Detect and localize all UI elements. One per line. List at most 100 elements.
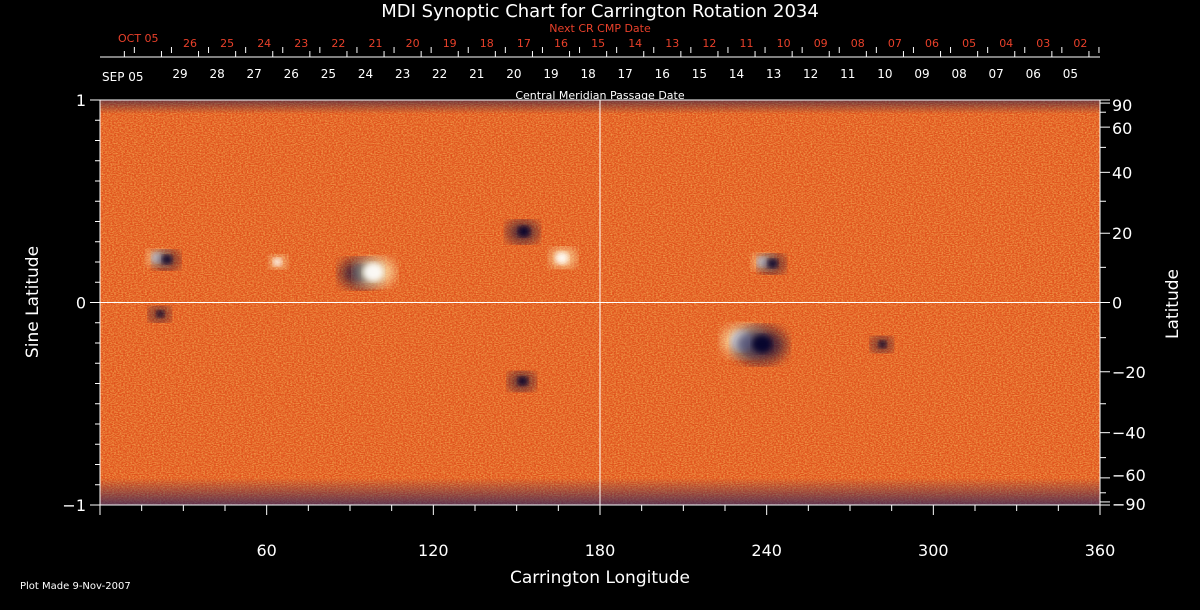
y-right-tick-label: 90 [1112, 96, 1132, 115]
next-cr-date-label: 09 [814, 37, 828, 50]
cmp-date-label: 15 [692, 67, 707, 81]
y-axis-right: 90 60 40 20 0 −20 −40 −60 −90 [1100, 96, 1146, 514]
next-cr-date-label: 24 [257, 37, 271, 50]
cmp-date-label: 27 [247, 67, 262, 81]
cmp-date-label: 13 [766, 67, 781, 81]
next-cr-date-label: 17 [517, 37, 531, 50]
cmp-date-label: 22 [432, 67, 447, 81]
cmp-axis-label: Central Meridian Passage Date [515, 89, 684, 102]
cmp-date-label: 05 [1063, 67, 1078, 81]
cmp-date-label: 29 [172, 67, 187, 81]
grid-lines [100, 100, 1100, 505]
cmp-date-label: 08 [951, 67, 966, 81]
negative-core [752, 334, 772, 353]
next-cr-axis: 26 25 24 23 22 21 20 19 18 17 16 15 14 13 12 11 10 09 08 07… [133, 37, 1100, 53]
next-cr-date-label: 16 [554, 37, 568, 50]
negative-core [517, 376, 528, 386]
next-cr-date-label: 02 [1073, 37, 1087, 50]
active-region-6 [147, 249, 180, 269]
y-right-tick-label: −40 [1112, 424, 1146, 443]
negative-core [878, 340, 887, 348]
y-right-tick-label: −20 [1112, 363, 1146, 382]
active-region-7 [269, 255, 287, 269]
y-right-tick-label: 20 [1112, 224, 1132, 243]
next-cr-date-label: 07 [888, 37, 902, 50]
x-axis: 60 120 180 240 300 360 [99, 505, 1116, 560]
cmp-date-label: 25 [321, 67, 336, 81]
y-left-tick-label: −1 [62, 496, 86, 515]
x-tick-label: 120 [418, 541, 449, 560]
next-cr-date-label: 11 [740, 37, 754, 50]
y-axis-left: 1 0 −1 [62, 91, 100, 515]
cmp-date-label: 14 [729, 67, 744, 81]
y-right-tick-label: 40 [1112, 163, 1132, 182]
next-cr-date-label: 15 [591, 37, 605, 50]
next-cr-date-label: 06 [925, 37, 939, 50]
y-left-tick-label: 1 [76, 91, 86, 110]
cmp-date-label: 28 [209, 67, 224, 81]
x-tick-label: 300 [918, 541, 949, 560]
cmp-date-label: 07 [989, 67, 1004, 81]
y-right-tick-label: −60 [1112, 466, 1146, 485]
cmp-date-label: 24 [358, 67, 373, 81]
next-cr-month: OCT 05 [118, 32, 159, 45]
cmp-date-label: 11 [840, 67, 855, 81]
next-cr-date-label: 18 [480, 37, 494, 50]
y-axis-left-label: Sine Latitude [23, 246, 43, 358]
negative-core [767, 259, 778, 268]
active-region-9 [871, 337, 893, 352]
cmp-date-label: 17 [618, 67, 633, 81]
active-regions [147, 221, 893, 391]
y-right-tick-label: 0 [1112, 294, 1122, 313]
next-cr-date-label: 23 [294, 37, 308, 50]
positive-core [555, 251, 569, 264]
next-cr-date-label: 10 [777, 37, 791, 50]
cmp-date-label: 26 [284, 67, 299, 81]
cmp-date-label: 18 [580, 67, 595, 81]
x-tick-label: 60 [256, 541, 276, 560]
active-region-10 [149, 307, 170, 322]
next-cr-date-label: 03 [1036, 37, 1050, 50]
y-left-tick-label: 0 [76, 294, 86, 313]
cmp-date-label: 23 [395, 67, 410, 81]
y-axis-right-label: Latitude [1163, 269, 1183, 339]
active-region-5 [752, 254, 785, 273]
next-cr-date-label: 08 [851, 37, 865, 50]
next-cr-date-label: 14 [628, 37, 642, 50]
x-tick-label: 180 [585, 541, 616, 560]
next-cr-date-label: 20 [406, 37, 420, 50]
plot-area [99, 99, 1101, 506]
x-tick-label: 240 [751, 541, 782, 560]
plot-made-note: Plot Made 9-Nov-2007 [20, 581, 131, 592]
cmp-date-label: 16 [655, 67, 670, 81]
cmp-date-axis: 29 28 27 26 25 24 23 22 21 20 19 18 17 16 15 14 13 12 11 10… [100, 51, 1100, 81]
cmp-date-label: 19 [543, 67, 558, 81]
next-cr-date-label: 13 [665, 37, 679, 50]
cmp-date-label: 12 [803, 67, 818, 81]
next-cr-date-label: 04 [999, 37, 1013, 50]
next-cr-date-label: 19 [443, 37, 457, 50]
next-cr-date-label: 25 [220, 37, 234, 50]
next-cr-date-label: 21 [369, 37, 383, 50]
y-right-tick-label: −90 [1112, 495, 1146, 514]
next-cr-date-label: 26 [183, 37, 197, 50]
positive-core [272, 258, 282, 266]
active-region-4 [507, 221, 539, 243]
cmp-date-label: 20 [506, 67, 521, 81]
active-region-0 [722, 324, 786, 363]
next-cr-date-label: 12 [702, 37, 716, 50]
cmp-date-label: 06 [1026, 67, 1041, 81]
chart-title: MDI Synoptic Chart for Carrington Rotati… [381, 1, 819, 22]
x-tick-label: 360 [1085, 541, 1116, 560]
cmp-date-label: 21 [469, 67, 484, 81]
next-cr-label: Next CR CMP Date [549, 22, 651, 35]
x-axis-label: Carrington Longitude [510, 568, 690, 588]
cmp-month: SEP 05 [102, 70, 144, 84]
cmp-date-label: 10 [877, 67, 892, 81]
active-region-8 [508, 372, 535, 391]
next-cr-date-label: 22 [331, 37, 345, 50]
positive-core [363, 263, 384, 282]
next-cr-date-label: 05 [962, 37, 976, 50]
active-region-2 [355, 257, 395, 287]
